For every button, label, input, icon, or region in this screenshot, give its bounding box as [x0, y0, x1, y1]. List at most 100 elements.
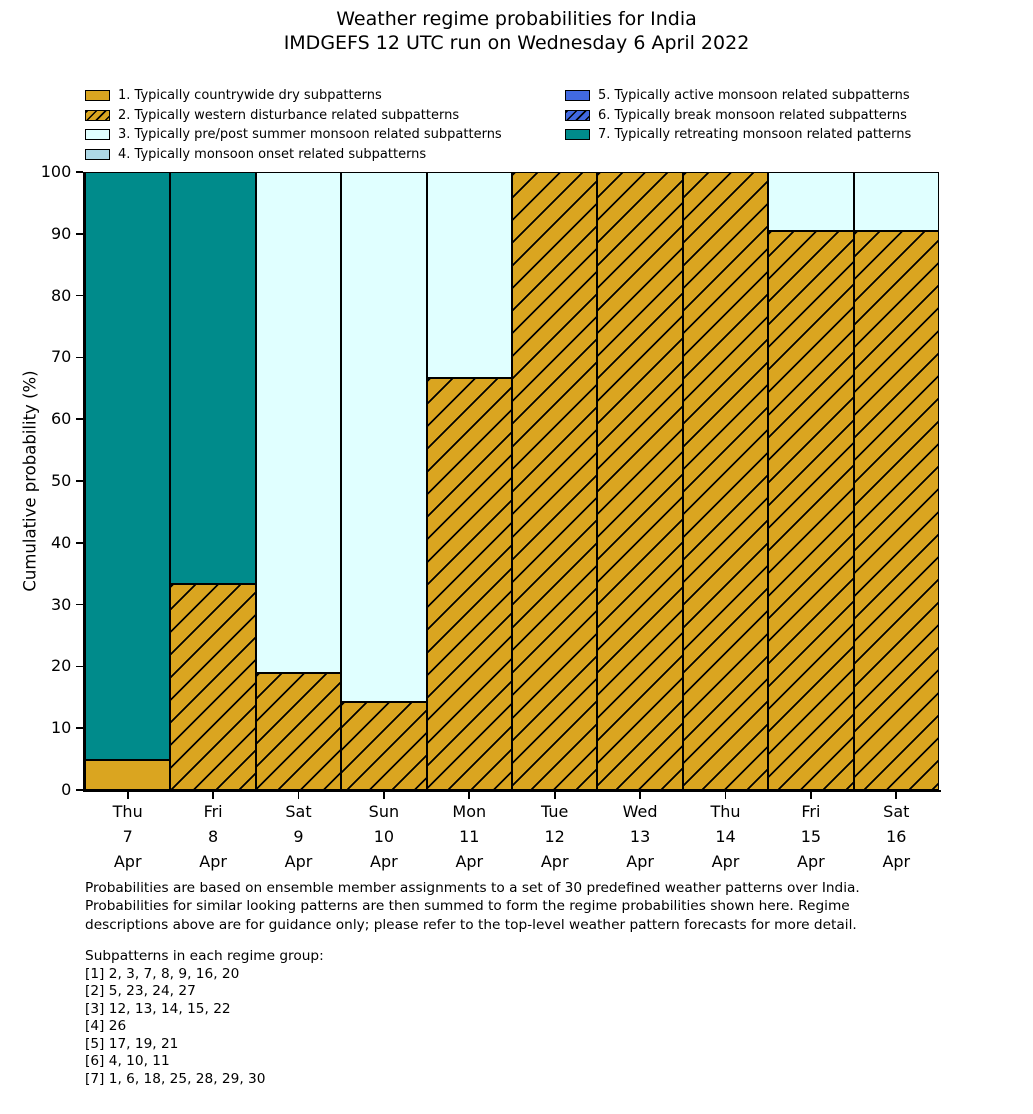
- legend-item-regime-3: 3. Typically pre/post summer monsoon rel…: [85, 125, 565, 145]
- y-tick-label: 50: [50, 471, 72, 490]
- bar-segment-regime-1: [85, 760, 171, 790]
- x-tick-label-line: 8: [208, 827, 219, 846]
- x-tick-label: Sat 16 Apr: [851, 799, 941, 874]
- x-tick-label-line: 11: [459, 827, 480, 846]
- y-tick-mark: [76, 727, 84, 730]
- x-tick-label-line: Fri: [203, 802, 223, 821]
- x-tick-label-line: Thu: [112, 802, 143, 821]
- legend-swatch-regime-4: [85, 148, 110, 160]
- x-tick-mark: [724, 791, 727, 799]
- x-tick-label-line: Apr: [882, 852, 911, 871]
- y-tick-label: 30: [50, 594, 72, 614]
- plot-area: [85, 172, 939, 790]
- x-tick-label: Fri 15 Apr: [766, 799, 856, 874]
- x-tick-label-line: Mon: [452, 802, 487, 821]
- x-tick-mark: [895, 791, 898, 799]
- y-tick-mark: [76, 232, 84, 235]
- footnote-line: Probabilities for similar looking patter…: [85, 898, 850, 915]
- bar-segment-regime-2: [426, 377, 512, 790]
- bar-segment-regime-2: [853, 230, 939, 790]
- x-tick-label: Sat 9 Apr: [254, 799, 344, 874]
- chart-legend: 1. Typically countrywide dry subpatterns…: [85, 86, 945, 164]
- legend-swatch-regime-5: [565, 90, 590, 102]
- y-tick-mark: [76, 665, 84, 668]
- bar-segment-regime-7: [170, 172, 256, 585]
- bar-segment-regime-3: [768, 172, 854, 231]
- footnote-line: Probabilities are based on ensemble memb…: [85, 880, 860, 896]
- x-tick-mark: [126, 791, 129, 799]
- x-tick-label-line: Sat: [285, 802, 312, 821]
- legend-column-right: 5. Typically active monsoon related subp…: [565, 86, 911, 164]
- bar-segment-regime-2: [682, 172, 769, 790]
- x-tick-mark: [383, 791, 385, 799]
- y-tick-mark: [76, 356, 84, 359]
- x-tick-label-line: Wed: [622, 802, 658, 821]
- legend-item-regime-7: 7. Typically retreating monsoon related …: [565, 125, 911, 145]
- subpatterns-group: [5] 17, 19, 21: [85, 1035, 179, 1052]
- subpatterns-group: [7] 1, 6, 18, 25, 28, 29, 30: [85, 1070, 266, 1087]
- x-tick-label-line: Sat: [883, 802, 910, 821]
- x-tick-label-line: Apr: [455, 852, 484, 871]
- y-tick-mark: [76, 789, 84, 791]
- x-tick-mark: [810, 791, 812, 799]
- legend-swatch-regime-3: [85, 129, 110, 141]
- legend-swatch-regime-2: [85, 109, 110, 121]
- x-tick-label: Mon 11 Apr: [424, 799, 514, 874]
- subpatterns-group: [6] 4, 10, 11: [85, 1053, 170, 1069]
- bar-segment-regime-3: [426, 172, 512, 378]
- legend-swatch-regime-6: [565, 109, 590, 121]
- y-tick-mark: [76, 294, 84, 297]
- x-tick-label-line: 16: [886, 827, 907, 846]
- subpatterns-group: [1] 2, 3, 7, 8, 9, 16, 20: [85, 965, 240, 982]
- bar-segment-regime-2: [341, 701, 427, 790]
- y-tick-mark: [76, 418, 84, 421]
- y-tick-label: 80: [50, 285, 72, 305]
- legend-item-regime-5: 5. Typically active monsoon related subp…: [565, 86, 911, 106]
- y-axis-spine: [83, 172, 85, 792]
- chart-subtitle: IMDGEFS 12 UTC run on Wednesday 6 April …: [283, 32, 750, 54]
- y-tick-label: 10: [50, 718, 72, 738]
- footnote: Probabilities are based on ensemble memb…: [85, 879, 860, 934]
- x-tick-label-line: 7: [122, 827, 133, 846]
- x-tick-label-line: Tue: [541, 802, 569, 821]
- chart-title: Weather regime probabilities for India: [336, 8, 697, 30]
- x-tick-label-line: 10: [373, 827, 395, 846]
- x-tick-label-line: 13: [629, 827, 651, 846]
- x-tick-mark: [553, 791, 556, 799]
- bar-segment-regime-2: [255, 672, 342, 790]
- x-tick-label-line: Apr: [540, 852, 569, 871]
- subpatterns-group: [3] 12, 13, 14, 15, 22: [85, 1000, 231, 1017]
- legend-item-regime-6: 6. Typically break monsoon related subpa…: [565, 106, 911, 126]
- legend-item-regime-1: 1. Typically countrywide dry subpatterns: [85, 86, 565, 106]
- bar-segment-regime-3: [341, 172, 427, 702]
- x-tick-label: Wed 13 Apr: [595, 799, 685, 874]
- legend-swatch-regime-1: [85, 90, 110, 102]
- x-tick-label-line: Sun: [368, 802, 400, 821]
- legend-item-regime-4: 4. Typically monsoon onset related subpa…: [85, 145, 565, 165]
- x-tick-label-line: 9: [293, 827, 304, 846]
- x-tick-mark: [212, 791, 214, 799]
- x-tick-label-line: Apr: [284, 852, 313, 871]
- legend-label-regime-2: 2. Typically western disturbance related…: [118, 107, 460, 123]
- legend-label-regime-5: 5. Typically active monsoon related subp…: [598, 88, 910, 104]
- bar-segment-regime-2: [512, 172, 598, 790]
- subpatterns-block: Subpatterns in each regime group: [1] 2,…: [85, 948, 324, 1088]
- y-tick-label: 40: [50, 532, 72, 552]
- x-tick-mark: [297, 791, 300, 799]
- y-tick-mark: [76, 603, 84, 606]
- x-tick-mark: [468, 791, 471, 799]
- bar-segment-regime-2: [170, 584, 256, 790]
- y-tick-mark: [76, 541, 84, 544]
- subpatterns-group: [2] 5, 23, 24, 27: [85, 983, 196, 999]
- legend-label-regime-1: 1. Typically countrywide dry subpatterns: [118, 88, 382, 104]
- bar-segment-regime-3: [255, 172, 342, 673]
- x-tick-label: Sun 10 Apr: [339, 799, 429, 874]
- x-tick-label-line: Apr: [199, 852, 227, 871]
- legend-swatch-regime-7: [565, 129, 590, 141]
- y-tick-label: 100: [40, 162, 72, 181]
- y-tick-mark: [76, 480, 84, 482]
- x-tick-label-line: 15: [800, 827, 822, 846]
- bar-segment-regime-7: [85, 172, 171, 761]
- x-tick-label-line: Apr: [711, 852, 740, 871]
